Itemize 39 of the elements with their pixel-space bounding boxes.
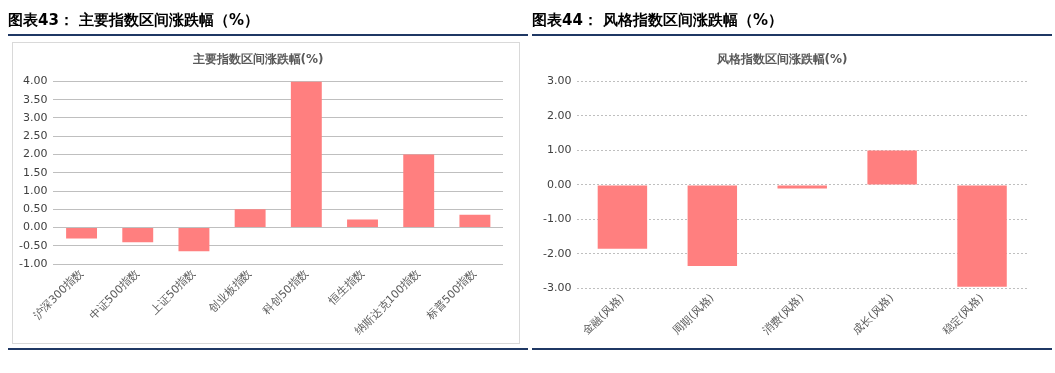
- x-tick-label: 恒生指数: [325, 266, 367, 308]
- x-tick-label: 成长(风格): [849, 291, 897, 338]
- y-tick-label: 1.00: [22, 183, 48, 197]
- y-tick-label: 3.00: [546, 74, 572, 88]
- y-tick-label: 2.50: [22, 129, 48, 143]
- bar: [122, 228, 154, 243]
- y-tick-label: 0.50: [22, 202, 48, 216]
- y-tick-label: -0.50: [18, 238, 48, 252]
- bar: [290, 81, 322, 228]
- y-tick-label: -3.00: [542, 281, 572, 295]
- y-tick-label: 2.00: [546, 108, 572, 122]
- x-tick-label: 消费(风格): [759, 291, 807, 338]
- x-tick-label: 周期(风格): [670, 291, 717, 338]
- y-tick-label: -1.00: [542, 212, 572, 226]
- y-tick-label: -1.00: [18, 257, 48, 271]
- x-tick-label: 稳定(风格): [939, 291, 987, 338]
- bar: [403, 154, 435, 228]
- bar: [178, 228, 210, 252]
- y-tick-label: 0.00: [546, 177, 572, 191]
- y-tick-label: 3.00: [22, 110, 48, 124]
- y-tick-label: 1.00: [546, 143, 572, 157]
- chart-subtitle: 风格指数区间涨跌幅(%): [715, 52, 848, 67]
- y-tick-label: 4.00: [22, 74, 48, 88]
- y-tick-label: -2.00: [542, 246, 572, 260]
- bar: [459, 214, 491, 228]
- bar: [347, 219, 378, 228]
- x-tick-label: 上证50指数: [147, 266, 199, 317]
- x-tick-label: 科创50指数: [260, 266, 311, 317]
- chart-title: 图表43： 主要指数区间涨跌幅（%）: [8, 8, 528, 36]
- bar: [234, 209, 266, 228]
- chart-title: 图表44： 风格指数区间涨跌幅（%）: [532, 8, 1052, 36]
- x-tick-label: 金融(风格): [580, 291, 627, 338]
- chart-subtitle: 主要指数区间涨跌幅(%): [191, 52, 324, 67]
- y-tick-label: 0.00: [22, 220, 48, 234]
- y-tick-label: 1.50: [22, 165, 48, 179]
- x-tick-label: 创业板指数: [206, 266, 255, 315]
- y-tick-label: 3.50: [22, 92, 48, 106]
- bar: [66, 228, 98, 239]
- y-tick-label: 2.00: [22, 147, 48, 161]
